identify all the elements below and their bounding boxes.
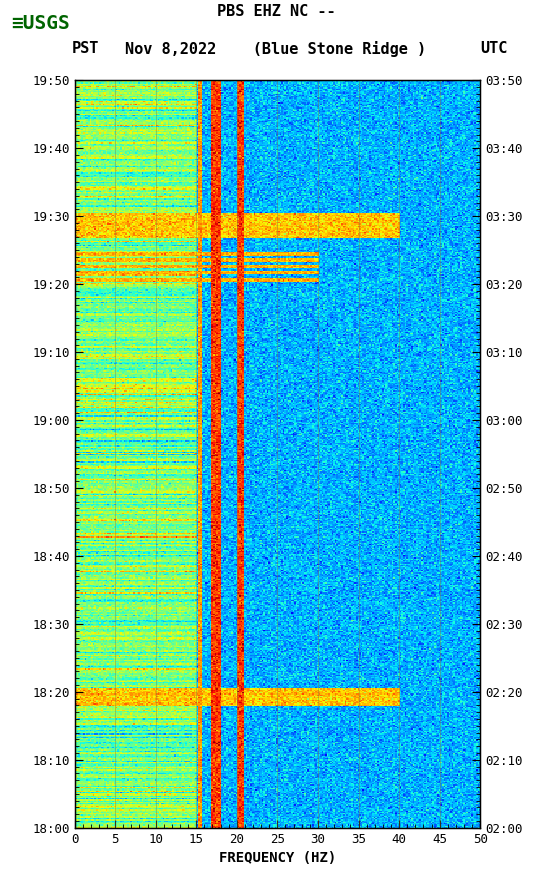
Text: UTC: UTC	[480, 41, 508, 56]
Text: PST: PST	[72, 41, 99, 56]
Text: PBS EHZ NC --: PBS EHZ NC --	[217, 4, 335, 20]
X-axis label: FREQUENCY (HZ): FREQUENCY (HZ)	[219, 851, 336, 865]
Text: ≡USGS: ≡USGS	[11, 14, 70, 34]
Text: Nov 8,2022    (Blue Stone Ridge ): Nov 8,2022 (Blue Stone Ridge )	[125, 41, 427, 57]
